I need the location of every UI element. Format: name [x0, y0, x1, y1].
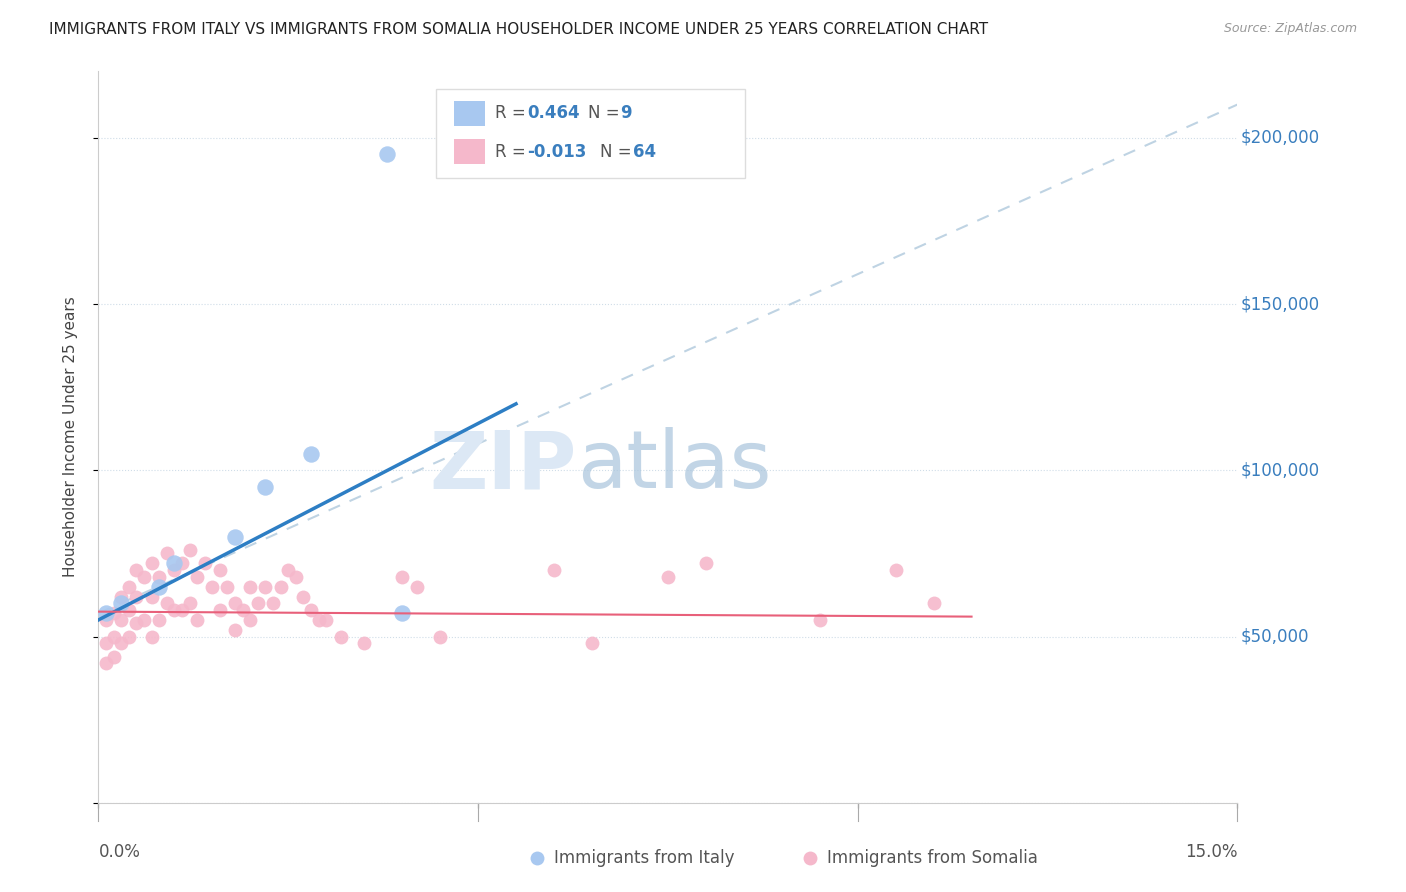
Point: [179, 543, 201, 558]
Text: atlas: atlas: [576, 427, 770, 506]
Point: [391, 570, 413, 584]
Point: [170, 603, 193, 617]
Text: R =: R =: [495, 104, 531, 122]
Point: [391, 607, 413, 621]
Point: [695, 557, 717, 571]
Point: [284, 570, 307, 584]
Text: $200,000: $200,000: [1240, 128, 1320, 147]
Point: [125, 563, 148, 577]
Point: [194, 557, 217, 571]
Point: [118, 580, 141, 594]
Point: [299, 603, 322, 617]
Text: IMMIGRANTS FROM ITALY VS IMMIGRANTS FROM SOMALIA HOUSEHOLDER INCOME UNDER 25 YEA: IMMIGRANTS FROM ITALY VS IMMIGRANTS FROM…: [49, 22, 988, 37]
Point: [163, 603, 186, 617]
Text: Immigrants from Italy: Immigrants from Italy: [554, 848, 734, 867]
Point: [208, 603, 231, 617]
Point: [239, 613, 262, 627]
Point: [94, 613, 117, 627]
Point: [94, 636, 117, 650]
Point: [217, 580, 239, 594]
Text: N =: N =: [600, 143, 637, 161]
Point: [201, 580, 224, 594]
Point: [163, 563, 186, 577]
Point: [94, 607, 117, 621]
Text: R =: R =: [495, 143, 531, 161]
Point: [224, 596, 246, 610]
Point: [141, 630, 163, 644]
Point: [299, 447, 322, 461]
Point: [148, 570, 170, 584]
Point: [94, 656, 117, 670]
Text: $150,000: $150,000: [1240, 295, 1320, 313]
Point: [186, 613, 208, 627]
Point: [170, 557, 193, 571]
Point: [292, 590, 315, 604]
Point: [808, 613, 831, 627]
Point: [429, 630, 451, 644]
Point: [148, 580, 170, 594]
Point: [148, 613, 170, 627]
Point: [103, 630, 125, 644]
Point: [186, 570, 208, 584]
Point: [277, 563, 299, 577]
Point: [657, 570, 679, 584]
Text: ZIP: ZIP: [429, 427, 576, 506]
Point: [543, 563, 565, 577]
Text: $50,000: $50,000: [1240, 628, 1309, 646]
Point: [141, 590, 163, 604]
Text: Immigrants from Somalia: Immigrants from Somalia: [827, 848, 1038, 867]
Point: [224, 623, 246, 637]
Point: [239, 580, 262, 594]
Point: [254, 580, 277, 594]
Text: 64: 64: [633, 143, 655, 161]
Point: [132, 570, 155, 584]
Point: [110, 590, 132, 604]
Point: [179, 596, 201, 610]
Point: [110, 613, 132, 627]
Text: 15.0%: 15.0%: [1185, 843, 1237, 861]
Point: [270, 580, 292, 594]
Point: [163, 557, 186, 571]
Text: -0.013: -0.013: [527, 143, 586, 161]
Point: [581, 636, 603, 650]
Text: 0.0%: 0.0%: [98, 843, 141, 861]
Point: [132, 613, 155, 627]
Point: [406, 580, 429, 594]
Point: [156, 546, 179, 560]
Point: [330, 630, 353, 644]
Point: [141, 557, 163, 571]
Point: [315, 613, 337, 627]
Point: [110, 636, 132, 650]
Point: [208, 563, 231, 577]
Point: [262, 596, 284, 610]
Text: N =: N =: [588, 104, 624, 122]
Point: [254, 480, 277, 494]
Point: [224, 530, 246, 544]
Point: [308, 613, 330, 627]
Point: [103, 649, 125, 664]
Point: [246, 596, 269, 610]
Point: [110, 596, 132, 610]
Point: [118, 603, 141, 617]
Point: [118, 630, 141, 644]
Point: [375, 147, 398, 161]
Text: 0.464: 0.464: [527, 104, 579, 122]
Point: [125, 590, 148, 604]
Point: [103, 607, 125, 621]
Text: 9: 9: [620, 104, 631, 122]
Text: $100,000: $100,000: [1240, 461, 1320, 479]
Point: [125, 616, 148, 631]
Point: [156, 596, 179, 610]
Text: Source: ZipAtlas.com: Source: ZipAtlas.com: [1223, 22, 1357, 36]
Point: [353, 636, 375, 650]
Y-axis label: Householder Income Under 25 years: Householder Income Under 25 years: [63, 297, 77, 577]
Point: [884, 563, 907, 577]
Point: [922, 596, 945, 610]
Point: [232, 603, 254, 617]
